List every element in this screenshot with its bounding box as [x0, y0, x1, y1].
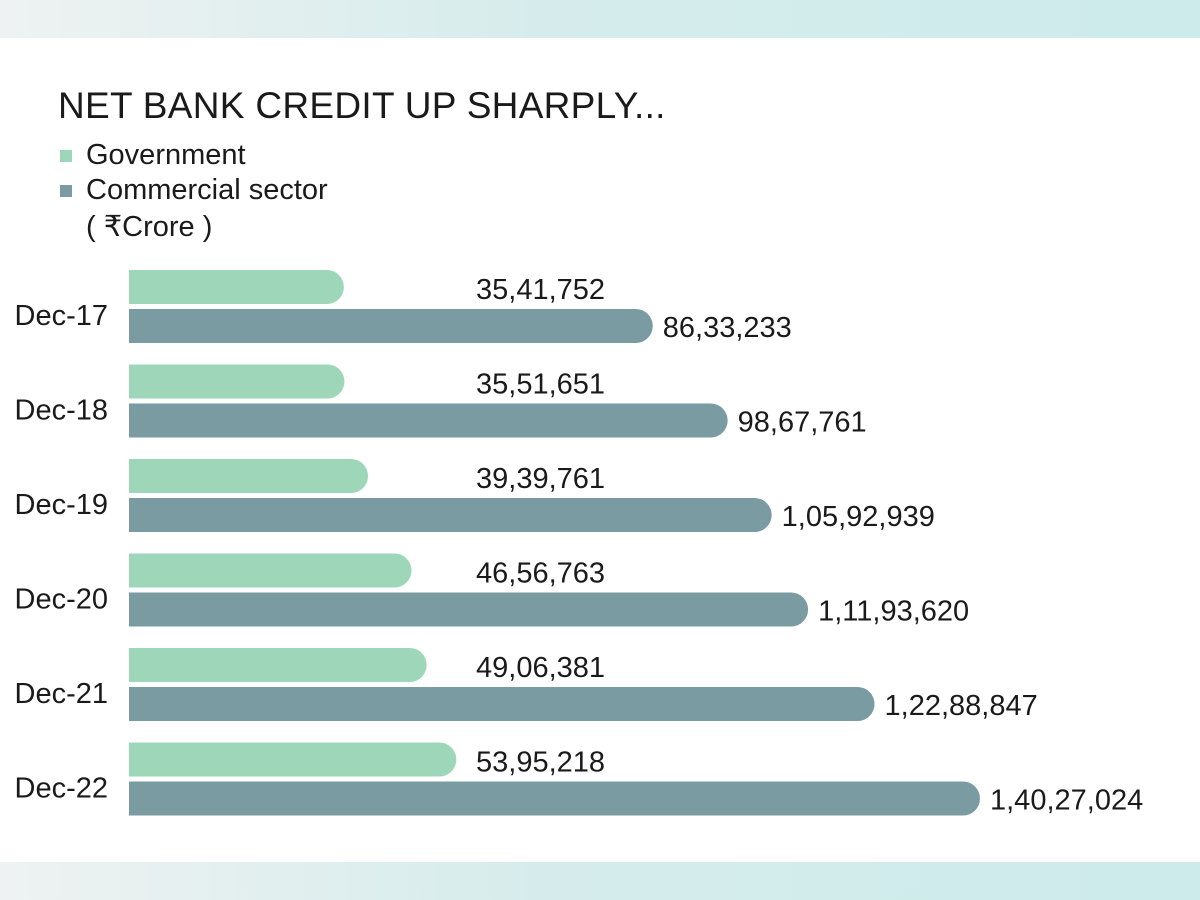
- bar-commercial-dec-21: [129, 687, 875, 721]
- bar-government-dec-18: [129, 364, 345, 399]
- value-label-commercial-dec-20: 1,11,93,620: [818, 596, 969, 628]
- value-label-government-dec-17: 35,41,752: [476, 274, 605, 306]
- value-label-commercial-dec-19: 1,05,92,939: [782, 501, 935, 533]
- category-label-dec-21: Dec-21: [15, 678, 109, 710]
- unit-label: ( ₹Crore ): [86, 211, 213, 243]
- bar-commercial-dec-22: [129, 781, 980, 816]
- value-label-government-dec-19: 39,39,761: [476, 463, 605, 495]
- bar-commercial-dec-17: [129, 309, 653, 343]
- bar-commercial-dec-18: [129, 403, 728, 438]
- bar-government-dec-20: [129, 553, 412, 588]
- legend-commercial: Commercial sector: [60, 174, 328, 207]
- bar-government-dec-22: [129, 742, 457, 777]
- chart-title: NET BANK CREDIT UP SHARPLY...: [58, 85, 666, 126]
- category-label-dec-18: Dec-18: [15, 395, 109, 427]
- legend-swatch-government: [60, 150, 72, 163]
- value-label-commercial-dec-18: 98,67,761: [738, 407, 867, 439]
- category-label-dec-17: Dec-17: [15, 300, 109, 332]
- legend-label-commercial: Commercial sector: [86, 174, 328, 206]
- value-label-commercial-dec-17: 86,33,233: [663, 312, 792, 344]
- value-label-government-dec-20: 46,56,763: [476, 558, 605, 590]
- legend-label-government: Government: [86, 139, 246, 171]
- bar-commercial-dec-19: [129, 498, 772, 532]
- category-label-dec-22: Dec-22: [15, 773, 109, 805]
- value-label-government-dec-21: 49,06,381: [476, 652, 605, 684]
- category-label-dec-19: Dec-19: [15, 489, 109, 521]
- legend-government: Government: [60, 139, 246, 172]
- top-band: [0, 0, 1200, 38]
- bar-government-dec-21: [129, 648, 427, 682]
- value-label-commercial-dec-22: 1,40,27,024: [990, 785, 1143, 817]
- value-label-government-dec-18: 35,51,651: [476, 369, 605, 401]
- value-label-commercial-dec-21: 1,22,88,847: [885, 690, 1038, 722]
- bar-government-dec-17: [129, 270, 344, 304]
- bar-government-dec-19: [129, 459, 369, 493]
- category-label-dec-20: Dec-20: [15, 584, 109, 616]
- value-label-government-dec-22: 53,95,218: [476, 747, 605, 779]
- legend-swatch-commercial: [60, 185, 72, 198]
- bar-commercial-dec-20: [129, 592, 809, 627]
- bottom-band: [0, 862, 1200, 900]
